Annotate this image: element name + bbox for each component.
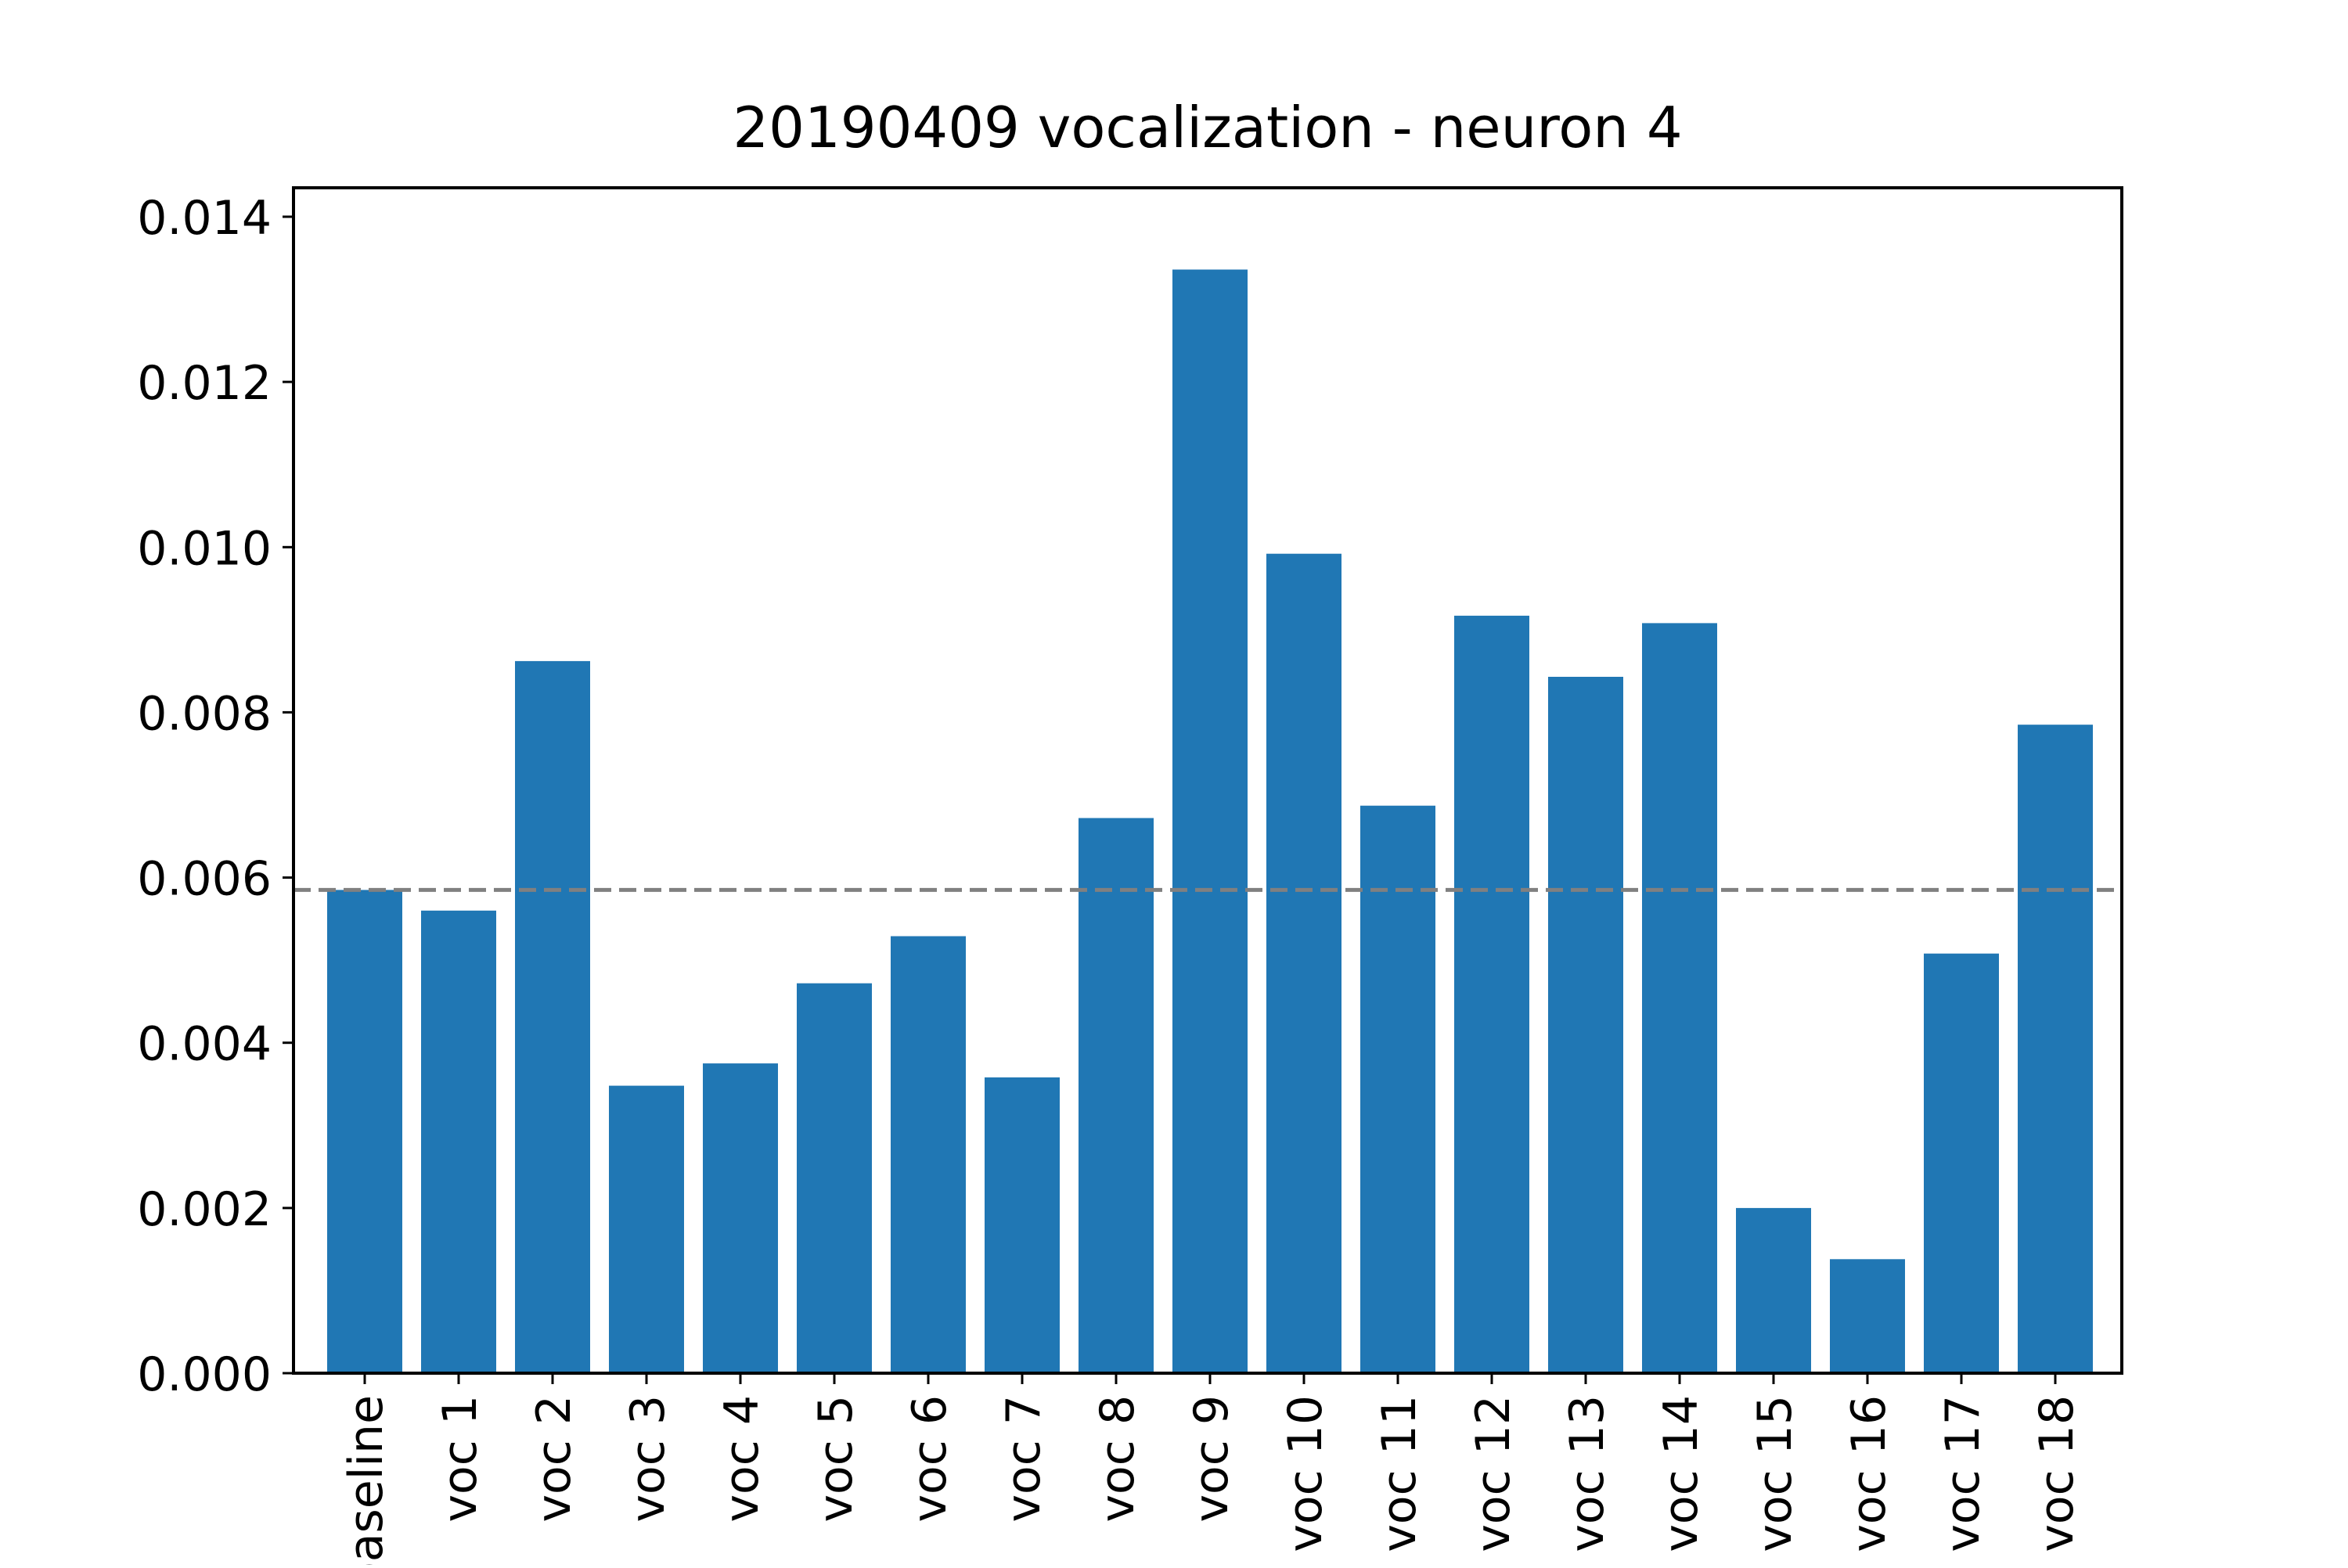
x-tick-label: voc 14: [1654, 1395, 1709, 1552]
y-axis: 0.000 0.002 0.004 0.006 0.008 0.010 0.012 0.014: [137, 191, 294, 1402]
x-tick-label: voc 10: [1278, 1395, 1333, 1552]
bar-voc-8: [1079, 818, 1154, 1373]
x-tick-label: voc 12: [1466, 1395, 1521, 1552]
x-tick-label: voc 18: [2029, 1395, 2084, 1552]
bar-voc-6: [891, 936, 966, 1373]
bar-voc-18: [2018, 725, 2093, 1373]
y-tick-label: 0.006: [137, 852, 272, 907]
bar-voc-7: [985, 1077, 1060, 1373]
bar-voc-15: [1736, 1207, 1811, 1373]
bar-voc-10: [1266, 553, 1341, 1374]
x-tick-label: voc 17: [1936, 1395, 1990, 1552]
bar-voc-4: [703, 1063, 778, 1373]
x-tick-label: voc 9: [1184, 1395, 1239, 1522]
x-tick-label: voc 16: [1842, 1395, 1896, 1552]
x-tick-label: voc 3: [621, 1395, 675, 1522]
y-tick-label: 0.012: [137, 356, 272, 411]
y-tick-label: 0.002: [137, 1182, 272, 1237]
bar-voc-2: [515, 660, 590, 1373]
bar-voc-14: [1642, 623, 1717, 1373]
x-tick-label: voc 4: [715, 1395, 769, 1522]
x-tick-label: baseline: [339, 1395, 394, 1565]
x-tick-label: voc 1: [433, 1395, 488, 1522]
bar-voc-5: [797, 983, 872, 1373]
x-tick-label: voc 15: [1748, 1395, 1802, 1552]
x-tick-label: voc 8: [1090, 1395, 1145, 1522]
bars-layer: [327, 269, 2093, 1374]
x-tick-label: voc 11: [1372, 1395, 1427, 1552]
y-tick-label: 0.010: [137, 521, 272, 576]
y-tick-label: 0.008: [137, 686, 272, 741]
bar-voc-3: [609, 1085, 684, 1373]
bar-voc-13: [1548, 677, 1623, 1373]
plot-frame: [292, 186, 2123, 1375]
x-tick-label: voc 6: [902, 1395, 957, 1522]
y-tick-label: 0.000: [137, 1347, 272, 1402]
y-tick-label: 0.014: [137, 191, 272, 246]
bar-voc-11: [1360, 805, 1435, 1373]
bar-voc-17: [1924, 953, 1999, 1373]
x-tick-label: voc 5: [808, 1395, 863, 1522]
x-tick-label: voc 2: [527, 1395, 582, 1522]
bar-voc-16: [1830, 1259, 1905, 1373]
bar-voc-9: [1172, 269, 1248, 1373]
x-tick-label: voc 7: [996, 1395, 1051, 1522]
bar-voc-1: [421, 910, 496, 1373]
y-tick-label: 0.004: [137, 1017, 272, 1072]
x-tick-label: voc 13: [1560, 1395, 1615, 1552]
bar-baseline: [327, 890, 402, 1373]
bar-voc-12: [1454, 615, 1529, 1373]
chart-title: 20190409 vocalization - neuron 4: [733, 95, 1682, 160]
x-axis: baseline voc 1 voc 2 voc 3 voc 4 voc 5 voc 6 vo…: [339, 1373, 2084, 1568]
